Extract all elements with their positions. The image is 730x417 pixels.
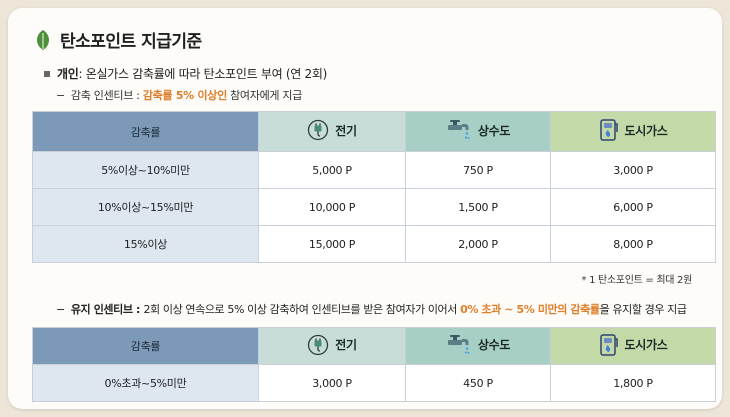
info-card: 탄소포인트 지급기준 개인 : 온실가스 감축률에 따라 탄소포인트 부여 (연… [8,8,722,409]
maintenance-incentive-label: 유지 인센티브 : [70,303,144,316]
header-reduction-rate: 감축률 [32,111,259,152]
point-value-note: * 1 탄소포인트 = 최대 2원 [581,275,693,286]
reduction-incentive-label: 감축 인센티브 : [70,89,143,102]
water-value: 1,500 P [405,188,551,226]
faucet-icon [447,334,470,354]
faucet-icon [447,120,470,139]
maintenance-incentive-highlight: 0% 초과 ~ 5% 미만의 감축률 [460,303,600,316]
reduction-incentive-text: 참여자에게 지급 [226,89,303,102]
water-value: 2,000 P [405,225,551,263]
maintenance-incentive-line: − 유지 인센티브 : 2회 이상 연속으로 5% 이상 감축하여 인센티브를 받… [56,301,687,317]
maintenance-incentive-text1: 2회 이상 연속으로 5% 이상 감축하여 인센티브를 받은 참여자가 이어서 [143,303,461,316]
bullet-square-icon [44,70,50,77]
personal-label: 개인 [57,67,79,81]
reduction-rate-cell: 5%이상~10%미만 [32,151,259,189]
plug-icon [308,334,329,355]
gas-value: 3,000 P [550,151,716,189]
gas-meter-icon [599,119,618,141]
reduction-incentive-table: 감축률 전기 [32,111,716,263]
table-row: 5%이상~10%미만 5,000 P 750 P 3,000 P [32,151,716,189]
table-row: 0%초과~5%미만 3,000 P 450 P 1,800 P [32,364,716,402]
reduction-incentive-highlight: 감축률 5% 이상인 [142,89,227,102]
table-row: 10%이상~15%미만 10,000 P 1,500 P 6,000 P [32,188,716,226]
water-value: 750 P [405,151,551,189]
electricity-value: 15,000 P [258,225,406,263]
header-gas: 도시가스 [550,327,716,365]
header-gas: 도시가스 [550,111,716,152]
header-electricity: 전기 [258,111,406,152]
header-water: 상수도 [405,111,551,152]
electricity-value: 3,000 P [258,364,406,402]
page-title: 탄소포인트 지급기준 [60,32,202,52]
gas-meter-icon [599,333,618,356]
dash-bullet: − [56,89,65,102]
gas-value: 6,000 P [550,188,716,226]
electricity-value: 5,000 P [258,151,406,189]
reduction-rate-cell: 0%초과~5%미만 [32,364,259,402]
header-reduction-rate: 감축률 [32,327,259,365]
plug-icon [308,119,329,141]
electricity-value: 10,000 P [258,188,406,226]
reduction-incentive-line: − 감축 인센티브 : 감축률 5% 이상인 참여자에게 지급 [56,87,302,103]
table-header-row: 감축률 전기 [32,111,716,152]
water-value: 450 P [405,364,551,402]
gas-value: 1,800 P [550,364,716,402]
reduction-rate-cell: 10%이상~15%미만 [32,188,259,226]
reduction-rate-cell: 15%이상 [32,225,259,263]
gas-value: 8,000 P [550,225,716,263]
title-row: 탄소포인트 지급기준 [34,27,202,52]
table-row: 15%이상 15,000 P 2,000 P 8,000 P [32,225,716,263]
dash-bullet: − [56,303,65,316]
personal-line: 개인 : 온실가스 감축률에 따라 탄소포인트 부여 (연 2회) [44,65,327,82]
leaf-icon [37,29,49,50]
personal-text: : 온실가스 감축률에 따라 탄소포인트 부여 (연 2회) [78,67,327,81]
maintenance-incentive-text2: 을 유지할 경우 지급 [599,303,687,316]
header-water: 상수도 [405,327,551,365]
table-header-row: 감축률 전기 [32,327,716,365]
maintenance-incentive-table: 감축률 전기 [32,327,716,402]
header-electricity: 전기 [258,327,406,365]
